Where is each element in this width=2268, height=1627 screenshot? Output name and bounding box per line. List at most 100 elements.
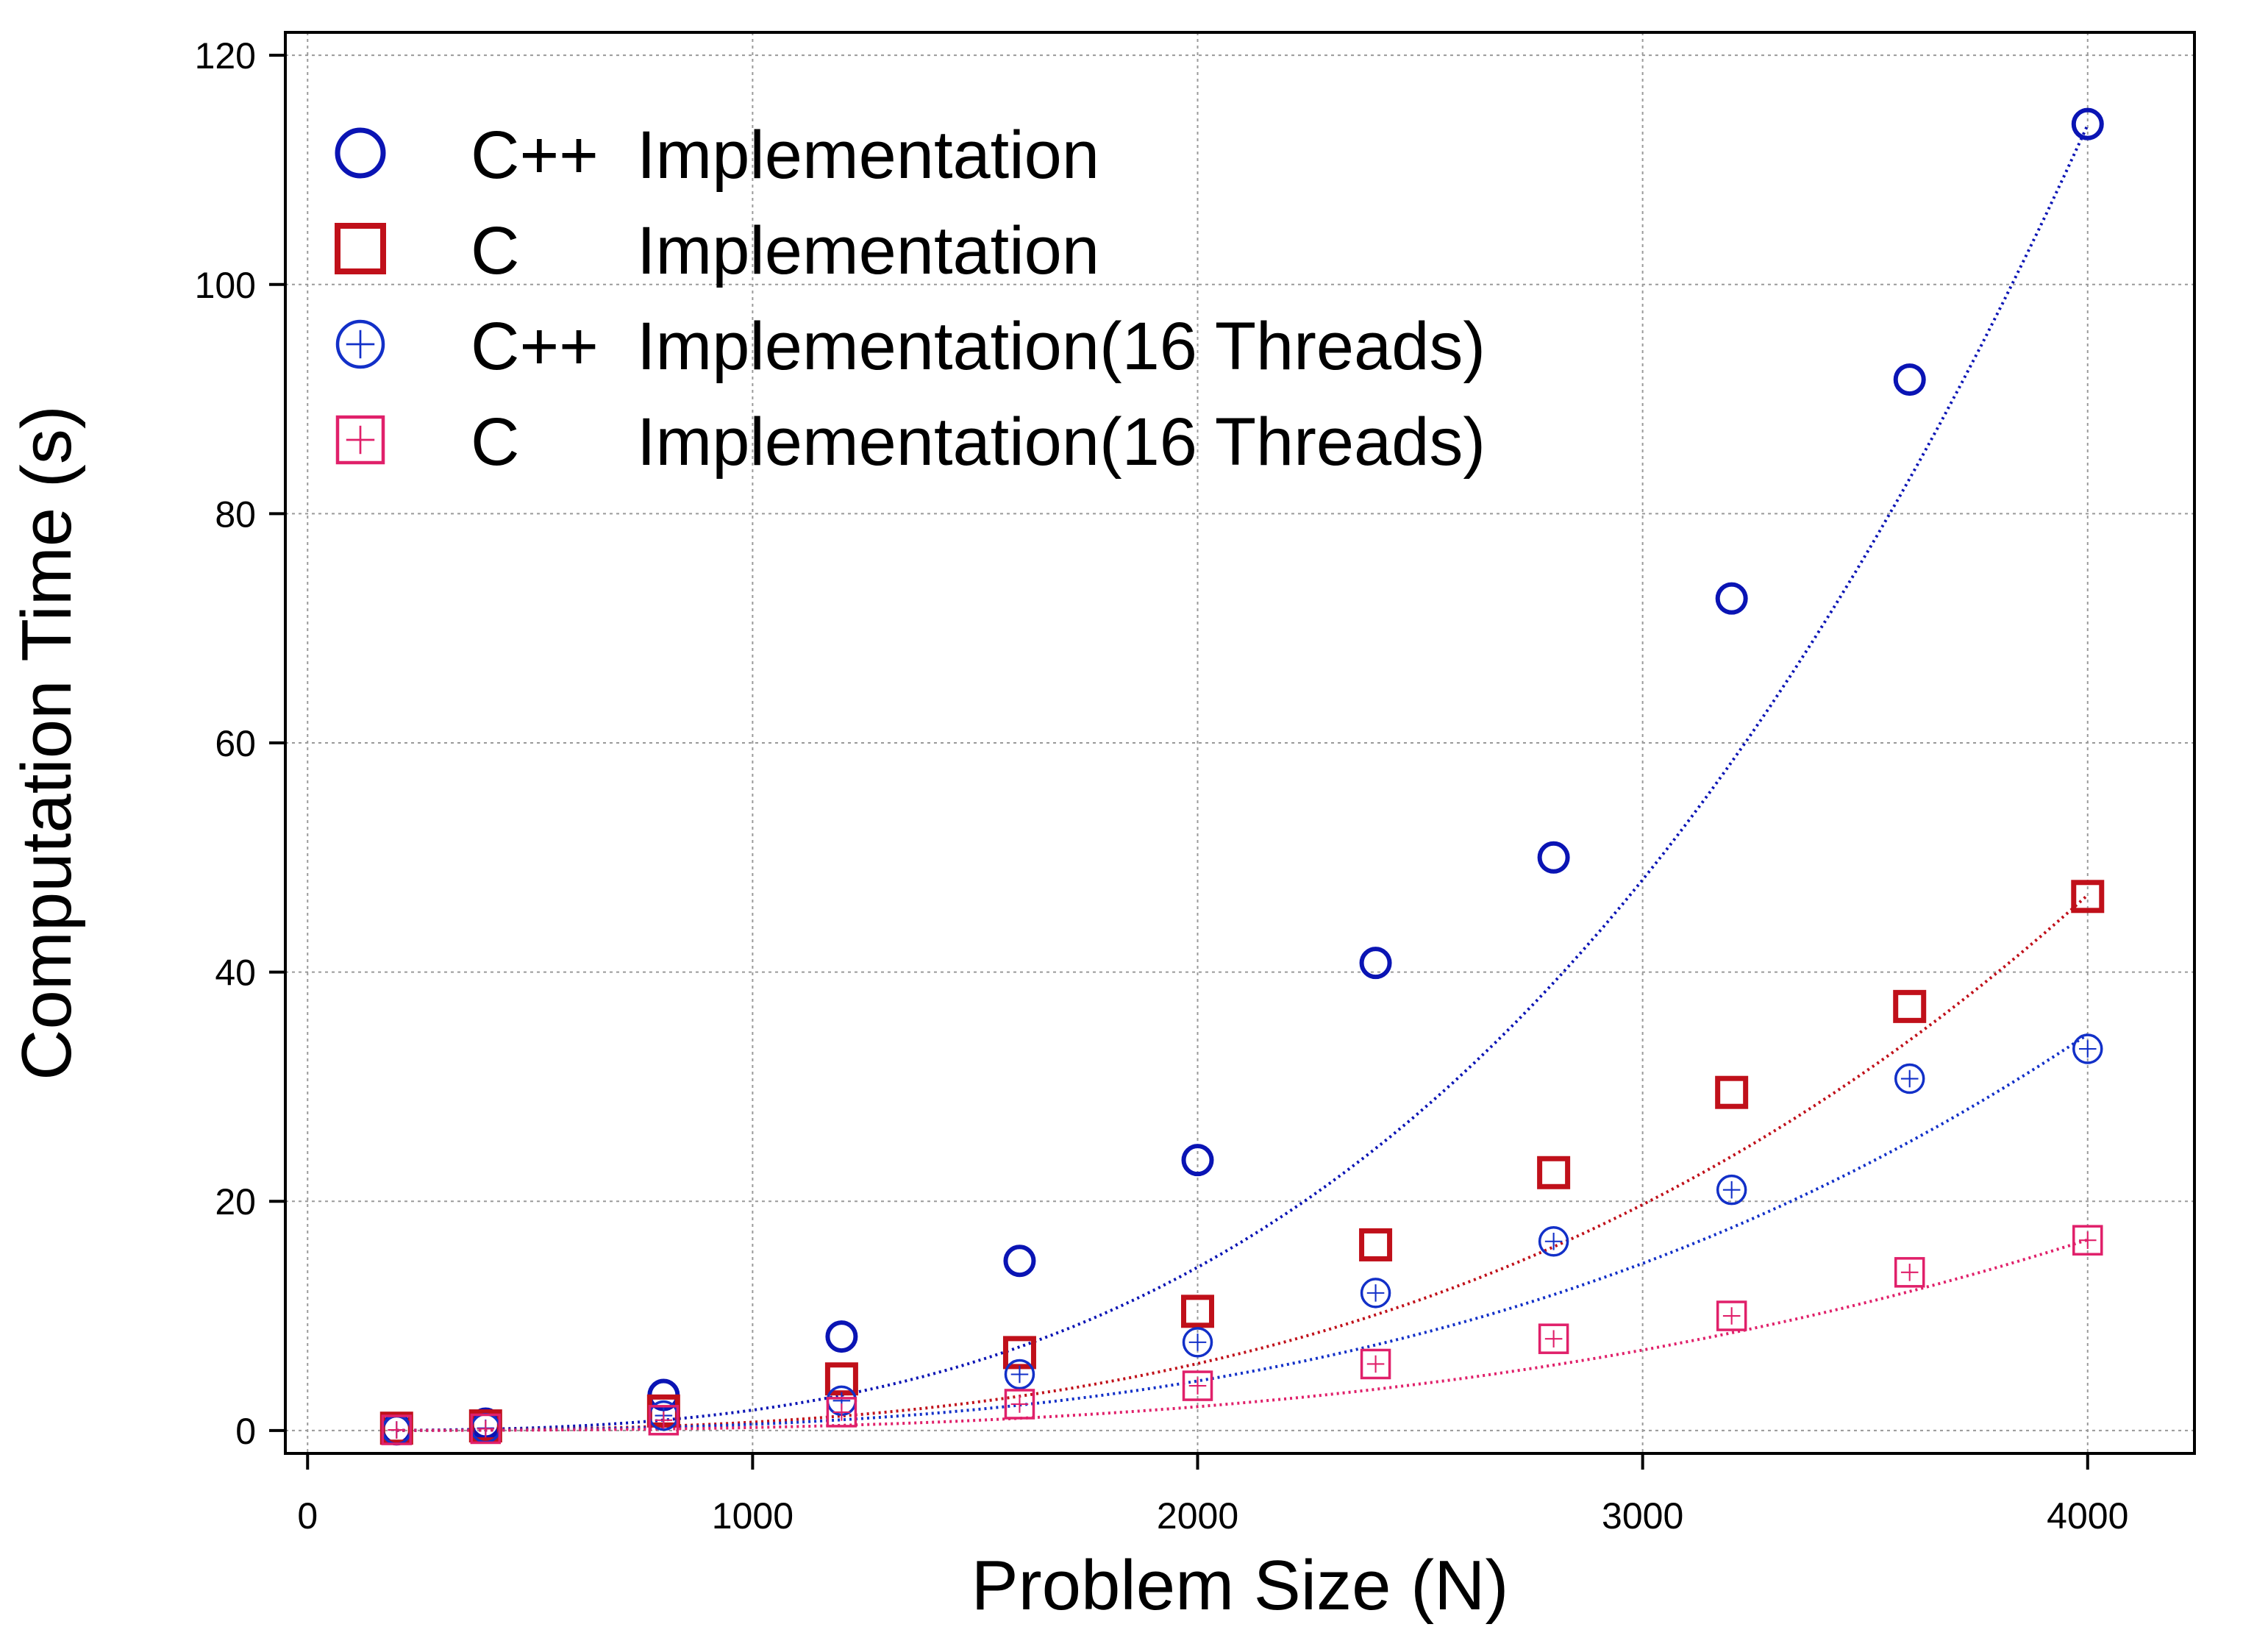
legend-item-3: C++ Implementation(16 Threads) xyxy=(335,309,1486,384)
series-2-point xyxy=(1537,1156,1571,1189)
grid xyxy=(285,32,2194,1453)
legend-marker xyxy=(335,319,385,369)
marker-circle xyxy=(1716,1174,1747,1206)
series-1-point xyxy=(1181,1144,1214,1177)
legend-marker xyxy=(335,223,386,274)
marker-circle xyxy=(1182,1327,1213,1358)
legend-marker xyxy=(335,415,385,465)
x-axis-title: Problem Size (N) xyxy=(971,1546,1509,1625)
x-tick-label: 4000 xyxy=(2047,1495,2128,1537)
marker-square xyxy=(1360,1348,1391,1380)
x-tick-label: 2000 xyxy=(1157,1495,1238,1537)
series-3-point xyxy=(1360,1278,1391,1309)
marker-square xyxy=(470,1413,502,1445)
series-4-point xyxy=(1716,1300,1747,1331)
marker-square xyxy=(1716,1300,1747,1331)
legend-impl-label: Implementation(16 Threads) xyxy=(637,405,1486,480)
marker-square xyxy=(1893,989,1927,1023)
y-tick-label: 0 xyxy=(235,1411,256,1452)
marker-square xyxy=(2072,1225,2103,1256)
series-3-point xyxy=(1004,1359,1035,1390)
data-markers xyxy=(379,107,2105,1446)
x-tick-label: 1000 xyxy=(712,1495,794,1537)
x-tick-label: 3000 xyxy=(1602,1495,1683,1537)
series-1-point xyxy=(825,1320,858,1353)
marker-circle xyxy=(1893,363,1926,396)
series-2-point xyxy=(2071,880,2105,914)
y-tick-label: 80 xyxy=(215,494,256,535)
x-tick-label: 0 xyxy=(297,1495,318,1537)
legend-marker xyxy=(335,127,386,179)
series-4-point xyxy=(1538,1323,1569,1354)
legend-lang-label: C xyxy=(471,213,519,288)
series-4-point xyxy=(648,1405,680,1436)
series-2-point xyxy=(1181,1295,1215,1328)
marker-square xyxy=(1004,1389,1035,1420)
series-4-point xyxy=(470,1413,502,1445)
marker-circle xyxy=(1181,1144,1214,1177)
y-tick-label: 100 xyxy=(195,265,256,306)
series-4-point xyxy=(2072,1225,2103,1256)
series-4-point xyxy=(826,1397,857,1428)
marker-square xyxy=(1715,1075,1749,1109)
legend-impl-label: Implementation xyxy=(637,118,1099,193)
x-axis: 0 1000 2000 3000 4000 xyxy=(297,1453,2128,1537)
y-tick-label: 40 xyxy=(215,953,256,994)
series-3-point xyxy=(1716,1174,1747,1206)
marker-circle xyxy=(1003,1245,1036,1278)
legend-lang-label: C++ xyxy=(471,118,599,193)
marker-square xyxy=(826,1397,857,1428)
marker-square xyxy=(381,1414,413,1445)
legend-lang-label: C++ xyxy=(471,309,599,384)
marker-square xyxy=(2071,880,2105,914)
series-4-point xyxy=(1360,1348,1391,1380)
series-4-point xyxy=(381,1414,413,1445)
series-3-point xyxy=(2072,1033,2103,1064)
series-2-point xyxy=(1715,1075,1749,1109)
marker-circle xyxy=(335,319,385,369)
y-tick-label: 20 xyxy=(215,1181,256,1222)
series-3-point xyxy=(1894,1063,1925,1094)
marker-circle xyxy=(1538,1226,1569,1257)
series-3-point xyxy=(1538,1226,1569,1257)
series-1-point xyxy=(1359,947,1392,980)
legend-item-2: C Implementation xyxy=(335,213,1099,288)
marker-circle xyxy=(1004,1359,1035,1390)
marker-circle xyxy=(1537,841,1570,874)
series-1-point xyxy=(1715,582,1748,615)
legend: C++ Implementation C Implementation C++ Imple… xyxy=(335,118,1486,480)
series-3-point xyxy=(1182,1327,1213,1358)
marker-square xyxy=(335,415,385,465)
marker-square xyxy=(1181,1295,1215,1328)
legend-impl-label: Implementation(16 Threads) xyxy=(637,309,1486,384)
y-axis: 0 20 40 60 80 100 120 xyxy=(195,35,285,1452)
marker-circle xyxy=(825,1320,858,1353)
series-1-point xyxy=(1003,1245,1036,1278)
series-4-point xyxy=(1004,1389,1035,1420)
series-2-point xyxy=(1893,989,1927,1023)
marker-circle xyxy=(1715,582,1748,615)
legend-impl-label: Implementation xyxy=(637,213,1099,288)
fit-line-1 xyxy=(396,124,2089,1432)
marker-circle xyxy=(2072,1033,2103,1064)
marker-square xyxy=(1359,1228,1393,1261)
marker-square xyxy=(648,1405,680,1436)
fit-lines xyxy=(396,124,2089,1432)
y-tick-label: 60 xyxy=(215,723,256,764)
fit-line-3 xyxy=(396,1033,2089,1432)
marker-circle xyxy=(335,127,386,179)
marker-circle xyxy=(1359,947,1392,980)
series-1-point xyxy=(2071,107,2104,140)
legend-item-1: C++ Implementation xyxy=(335,118,1099,193)
y-tick-label: 120 xyxy=(195,35,256,76)
series-1-point xyxy=(1537,841,1570,874)
series-1-point xyxy=(1893,363,1926,396)
y-axis-title: Computation Time (s) xyxy=(7,405,86,1080)
series-2-point xyxy=(1359,1228,1393,1261)
marker-square xyxy=(1894,1257,1925,1288)
marker-square xyxy=(1537,1156,1571,1189)
series-4-point xyxy=(1894,1257,1925,1288)
marker-circle xyxy=(1894,1063,1925,1094)
marker-square xyxy=(335,223,386,274)
